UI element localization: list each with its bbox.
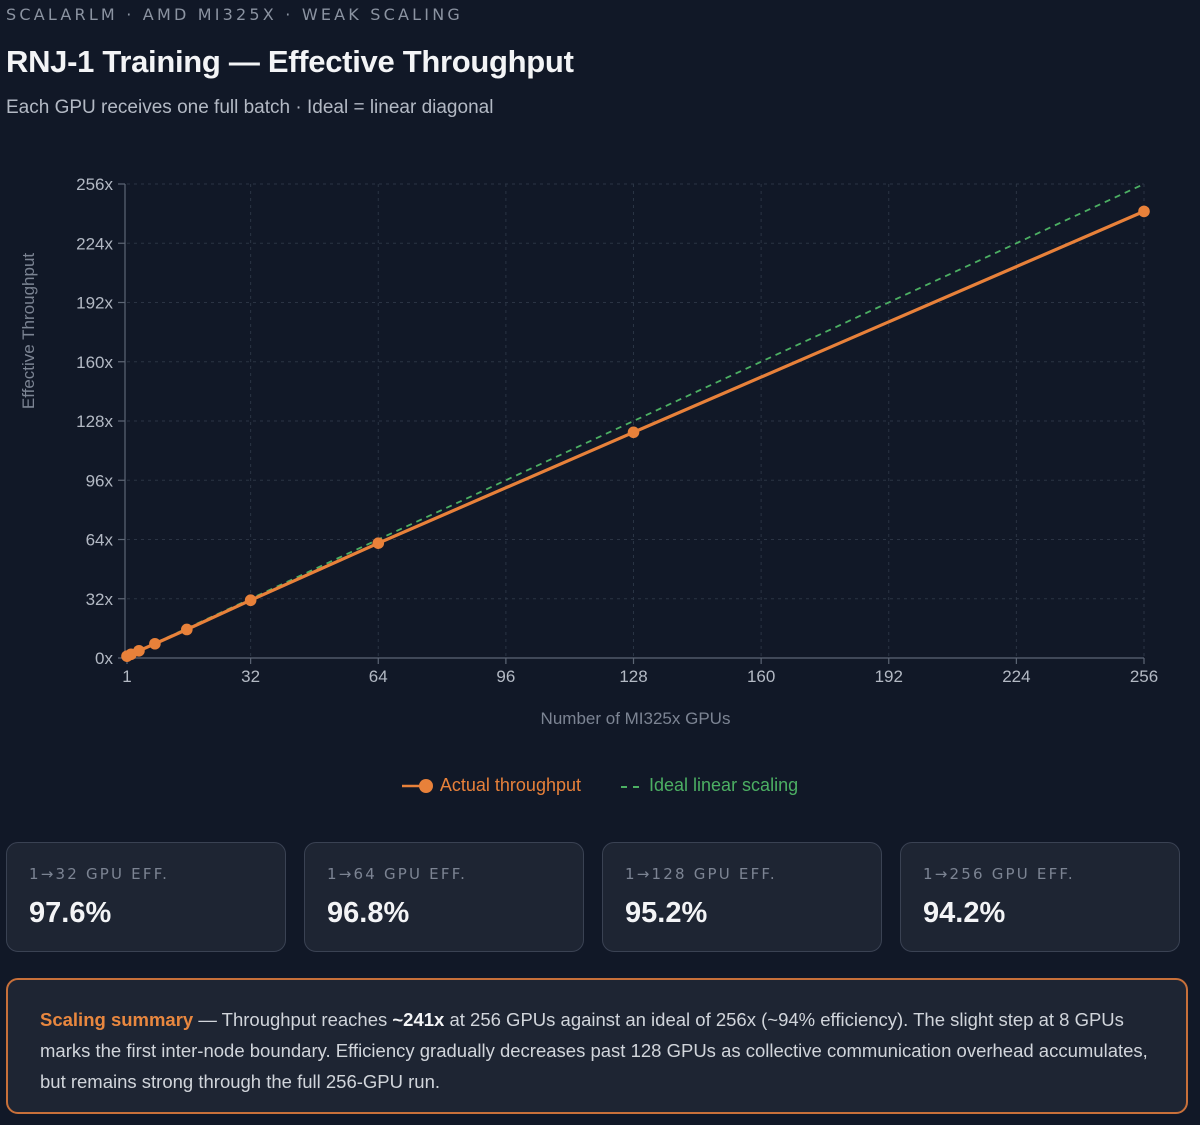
actual-data-point [244,594,257,607]
actual-data-point [181,623,193,636]
card-label: 1→256 GPU EFF. [923,865,1075,883]
actual-data-point [1138,205,1150,218]
x-tick-label: 32 [241,667,260,686]
card-value: 97.6% [29,897,112,929]
summary-text-1: — Throughput reaches [193,1009,393,1030]
actual-data-point [372,537,385,550]
actual-data-point [627,426,640,439]
efficiency-card-32: 1→32 GPU EFF. 97.6% [6,842,286,952]
x-tick-label: 1 [122,667,131,686]
ideal-scaling-line [126,183,1145,657]
chart-legend: Actual throughput Ideal linear scaling [0,775,1200,796]
y-tick-label: 0x [95,649,113,668]
efficiency-cards: 1→32 GPU EFF. 97.6% 1→64 GPU EFF. 96.8% … [6,842,1180,952]
card-value: 95.2% [625,897,708,929]
card-value: 94.2% [923,897,1006,929]
x-tick-label: 224 [1002,667,1030,686]
page-subtitle: Each GPU receives one full batch · Ideal… [6,97,494,118]
throughput-chart: 0x 32x 64x 96x 128x 160x 192x 224x 256x 1 32 64 96 12… [19,175,1158,728]
y-tick-label: 256x [76,175,113,194]
x-tick-label: 96 [496,667,515,686]
x-tick-label: 256 [1130,667,1158,686]
card-label: 1→128 GPU EFF. [625,865,777,883]
summary-text-2: at 256 GPUs against an ideal of 256x (~9… [40,1009,1148,1092]
y-tick-label: 192x [76,294,113,313]
page-title: RNJ-1 Training — Effective Throughput [6,44,574,79]
summary-highlight: ~241x [392,1009,445,1030]
y-axis-label: Effective Throughput [19,253,38,410]
efficiency-card-256: 1→256 GPU EFF. 94.2% [900,842,1180,952]
y-tick-label: 32x [86,590,114,609]
series-layer [121,183,1150,662]
eyebrow-label: SCALARLM · AMD MI325X · WEAK SCALING [6,5,463,24]
scaling-summary: Scaling summary — Throughput reaches ~24… [6,978,1188,1114]
y-tick-label: 64x [86,531,114,550]
legend-actual-label: Actual throughput [439,775,581,795]
legend-actual-swatch-icon [401,778,433,793]
x-axis-label: Number of MI325x GPUs [541,709,731,728]
actual-data-point [149,637,161,650]
actual-data-point [133,644,145,657]
legend-item-ideal[interactable]: Ideal linear scaling [619,775,798,796]
efficiency-card-64: 1→64 GPU EFF. 96.8% [304,842,584,952]
legend-ideal-label: Ideal linear scaling [649,775,799,795]
summary-heading: Scaling summary [40,1009,194,1030]
legend-item-actual[interactable]: Actual throughput [401,775,581,796]
y-tick-label: 224x [76,234,113,253]
card-label: 1→64 GPU EFF. [327,865,468,883]
axis-layer: 0x 32x 64x 96x 128x 160x 192x 224x 256x 1 32 64 96 12… [76,175,1158,686]
x-tick-label: 160 [747,667,775,686]
grid-layer [127,183,1145,658]
card-label: 1→32 GPU EFF. [29,865,170,883]
efficiency-card-128: 1→128 GPU EFF. 95.2% [602,842,882,952]
legend-ideal-swatch-icon [621,785,643,788]
x-tick-label: 64 [369,667,388,686]
card-value: 96.8% [327,897,410,929]
x-tick-label: 192 [875,667,903,686]
y-tick-label: 96x [86,471,114,490]
x-tick-label: 128 [619,667,647,686]
y-tick-label: 160x [76,353,113,372]
y-tick-label: 128x [76,412,113,431]
